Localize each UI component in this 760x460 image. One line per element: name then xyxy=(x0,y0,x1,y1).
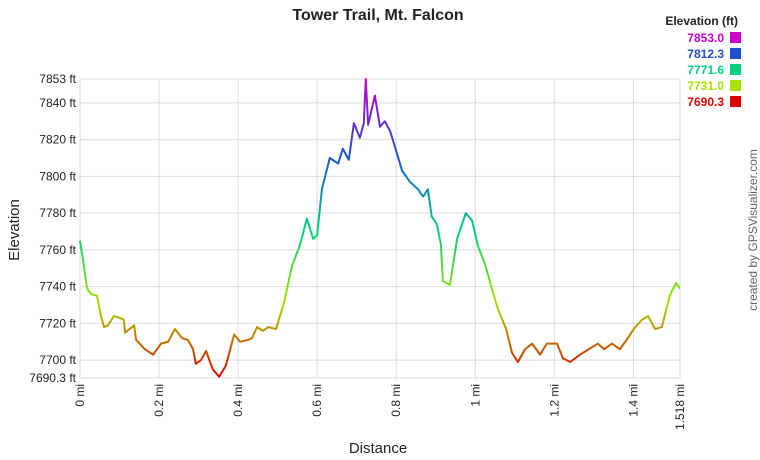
legend-swatch xyxy=(730,96,741,107)
y-tick-label: 7800 ft xyxy=(39,169,76,183)
y-tick-label: 7740 ft xyxy=(39,280,76,294)
legend-label: 7731.0 xyxy=(687,79,724,93)
y-tick-label: 7720 ft xyxy=(39,316,76,330)
y-tick-label: 7820 ft xyxy=(39,133,76,147)
credit: created by GPSVisualizer.com xyxy=(746,149,760,311)
x-tick-label: 1 mi xyxy=(468,384,482,407)
x-tick-label: 0.8 mi xyxy=(389,384,403,417)
x-tick-label: 0.2 mi xyxy=(152,384,166,417)
legend-swatch xyxy=(730,48,741,59)
legend-label: 7812.3 xyxy=(687,47,724,61)
y-axis-label: Elevation xyxy=(6,199,23,261)
y-tick-label: 7853 ft xyxy=(39,72,76,86)
x-tick-label: 0.4 mi xyxy=(231,384,245,417)
legend-label: 7853.0 xyxy=(687,31,724,45)
legend-swatch xyxy=(730,80,741,91)
x-tick-label: 0 mi xyxy=(73,384,87,407)
legend-title: Elevation (ft) xyxy=(665,14,738,28)
legend-label: 7690.3 xyxy=(687,95,724,109)
x-tick-label: 1.2 mi xyxy=(547,384,561,417)
chart-title: Tower Trail, Mt. Falcon xyxy=(292,7,463,24)
x-tick-label: 0.6 mi xyxy=(310,384,324,417)
elevation-line xyxy=(79,78,681,378)
y-tick-label: 7690.3 ft xyxy=(29,371,76,385)
y-tick-label: 7760 ft xyxy=(39,243,76,257)
x-tick-label: 1.4 mi xyxy=(626,384,640,417)
y-tick-label: 7840 ft xyxy=(39,96,76,110)
x-axis-label: Distance xyxy=(349,440,407,457)
legend-label: 7771.6 xyxy=(687,63,724,77)
legend-swatch xyxy=(730,64,741,75)
y-tick-label: 7700 ft xyxy=(39,353,76,367)
legend-swatch xyxy=(730,32,741,43)
x-tick-label: 1.518 mi xyxy=(673,384,687,430)
y-tick-label: 7780 ft xyxy=(39,206,76,220)
